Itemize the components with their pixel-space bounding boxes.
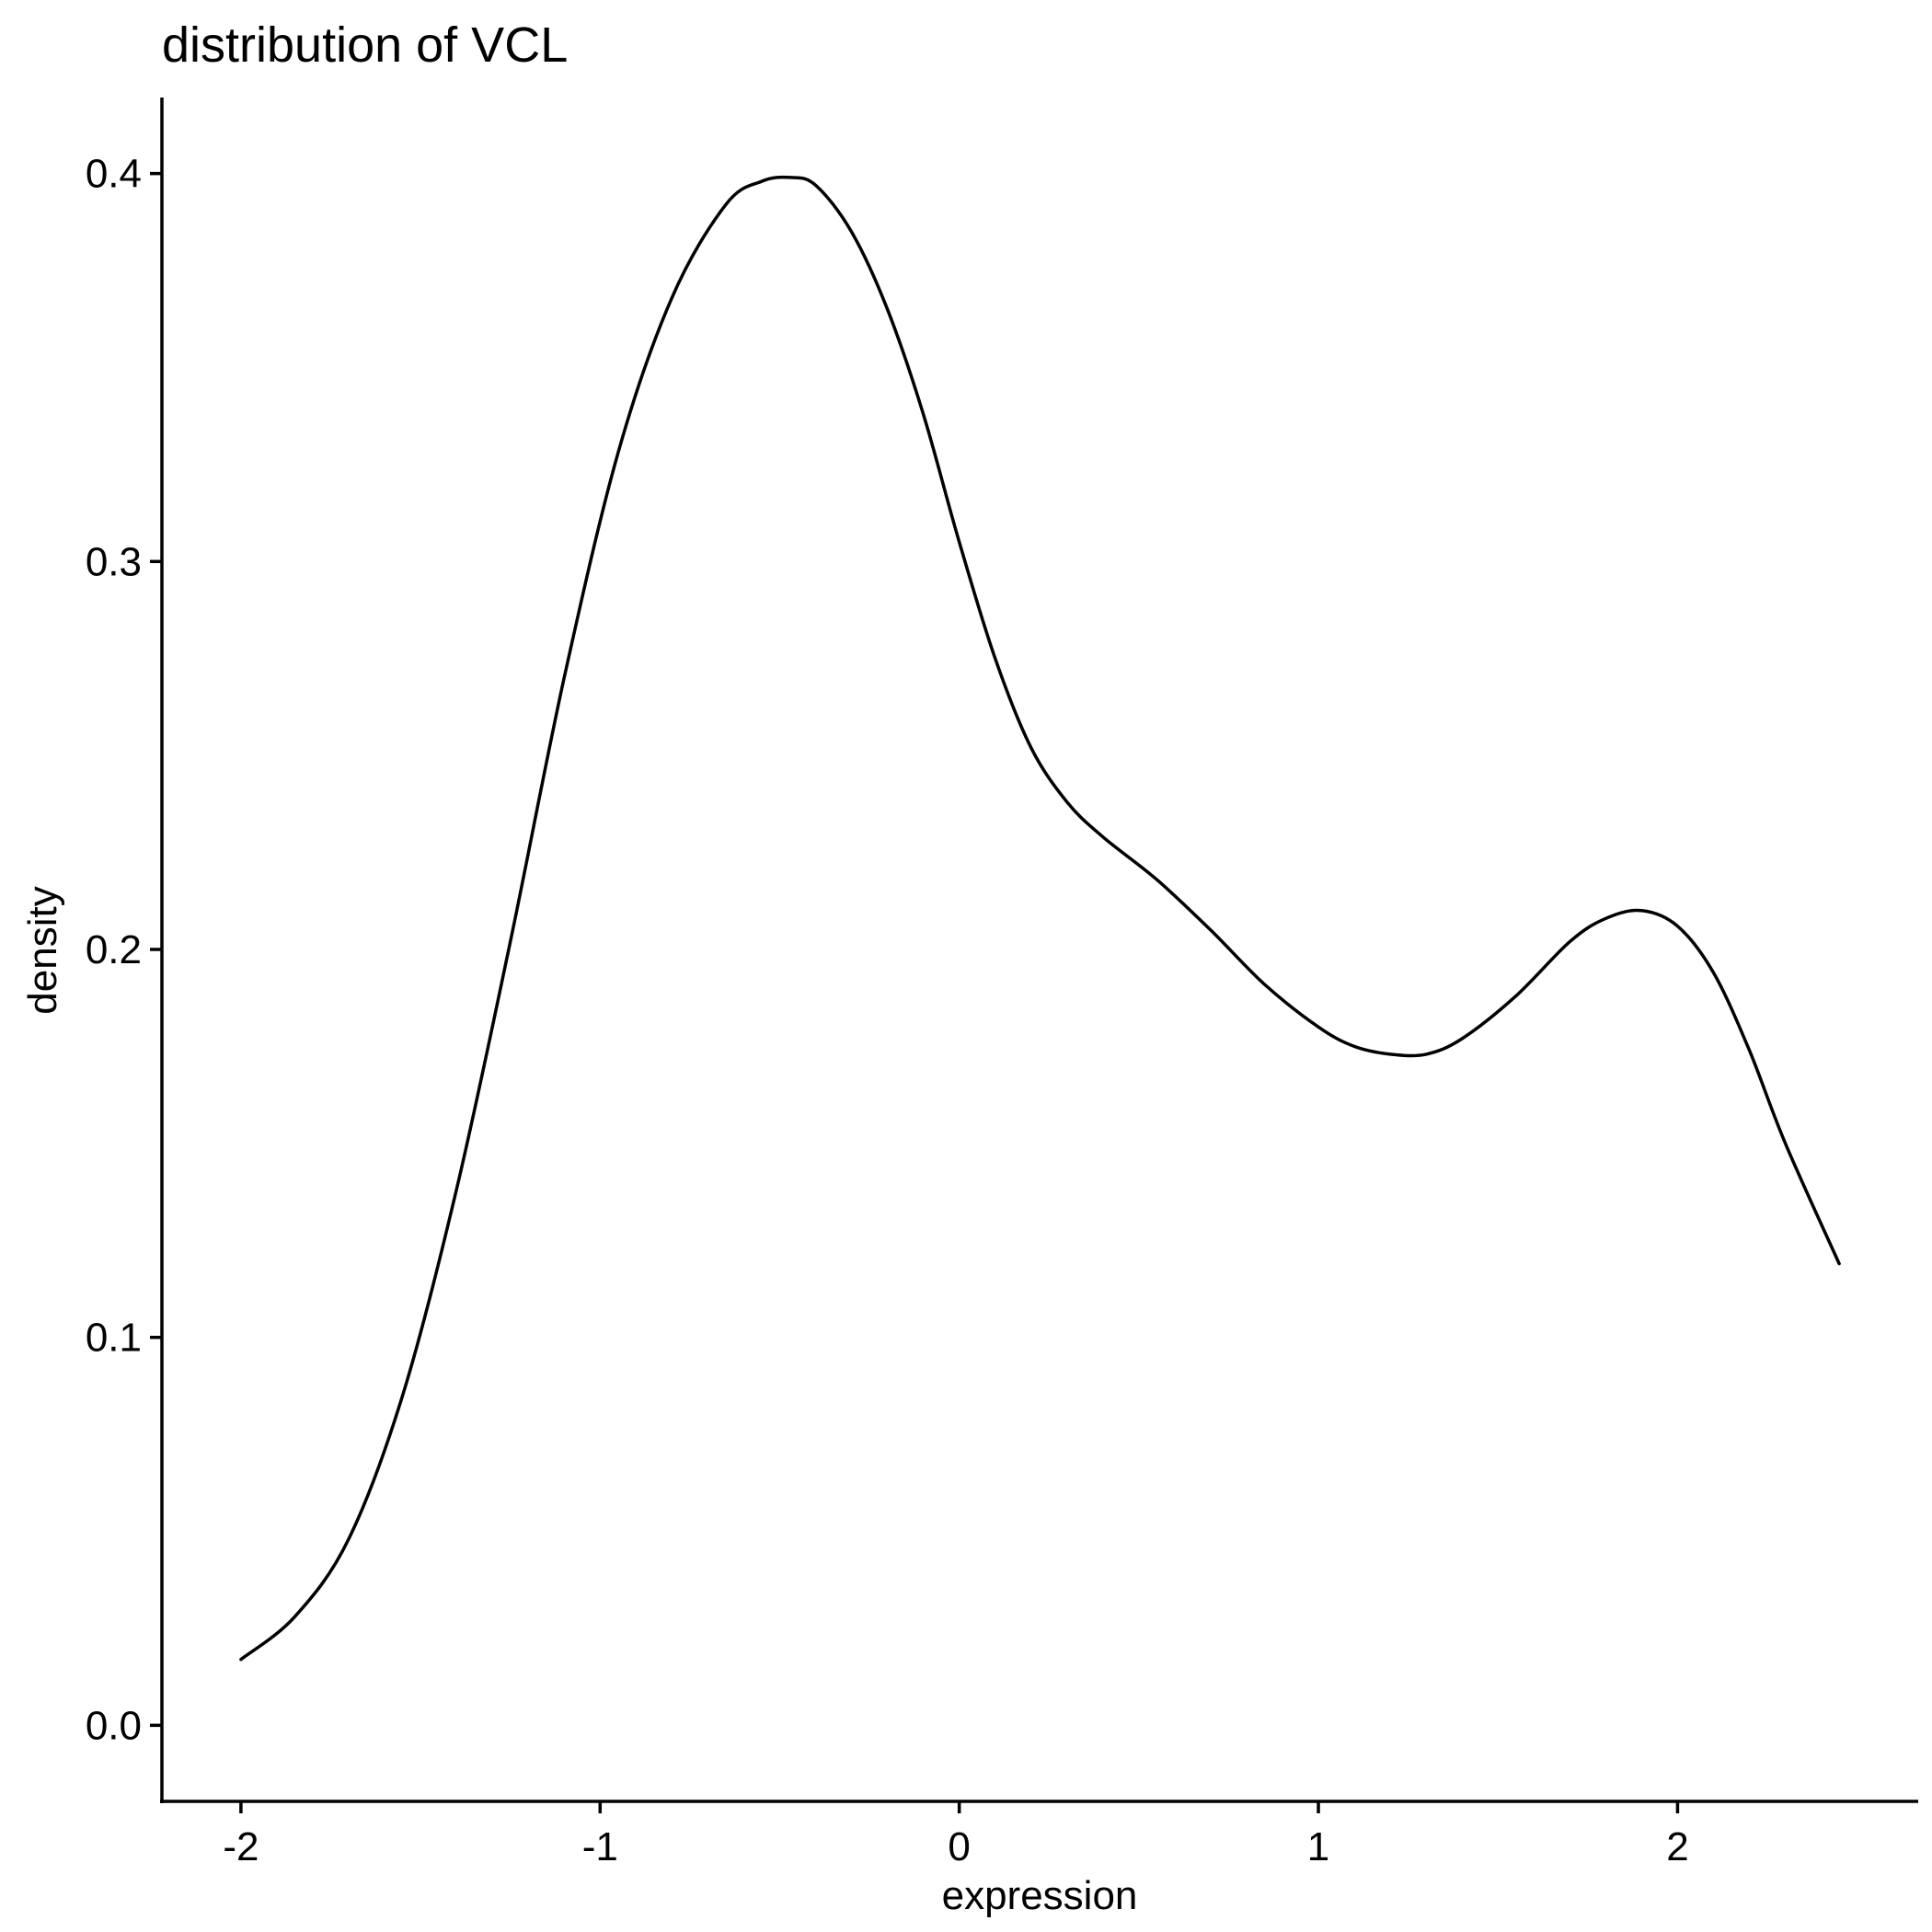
y-tick-label: 0.0 <box>86 1703 142 1748</box>
chart-title: distribution of VCL <box>162 17 568 73</box>
y-tick-label: 0.2 <box>86 927 142 972</box>
x-tick-label: 1 <box>1307 1824 1329 1869</box>
y-axis-ticks: 0.0 0.1 0.2 0.3 0.4 <box>86 152 162 1748</box>
y-tick-label: 0.3 <box>86 539 142 584</box>
density-curve <box>239 175 1841 1662</box>
x-tick-label: 2 <box>1666 1824 1688 1869</box>
x-tick-label: 0 <box>948 1824 970 1869</box>
y-tick-label: 0.1 <box>86 1316 142 1361</box>
x-axis-ticks: -2 -1 0 1 2 <box>223 1801 1689 1869</box>
x-axis-label: expression <box>942 1873 1138 1918</box>
y-tick-label: 0.4 <box>86 152 142 197</box>
y-axis-label: density <box>20 886 65 1014</box>
x-tick-label: -1 <box>582 1824 618 1869</box>
x-tick-label: -2 <box>223 1824 259 1869</box>
